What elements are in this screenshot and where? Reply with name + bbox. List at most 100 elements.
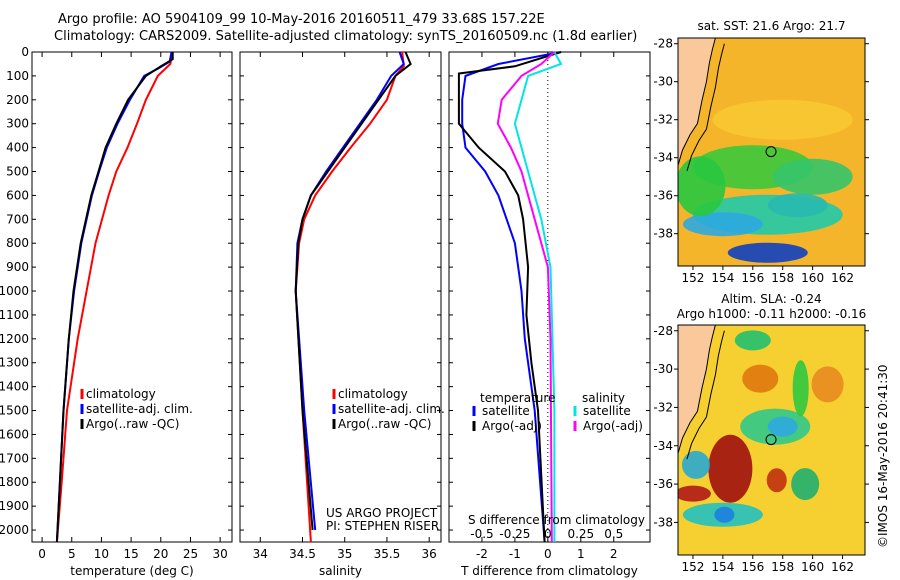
- y-tick-label: 100: [6, 69, 29, 83]
- x-tick-label: 1: [577, 547, 585, 561]
- y-tick-label: 1900: [0, 499, 29, 513]
- lon-tick-label: 160: [801, 271, 824, 285]
- map-blob: [712, 99, 853, 140]
- y-tick-label: 600: [6, 188, 29, 202]
- series-line-salinity-satellite: [513, 51, 563, 542]
- s-tick-label: 0.25: [567, 527, 594, 541]
- y-tick-label: 0: [21, 45, 29, 59]
- y-tick-label: 1700: [0, 451, 29, 465]
- lat-tick-label: -30: [653, 362, 673, 376]
- x-axis-label: salinity: [319, 564, 362, 578]
- map-blob: [811, 366, 844, 403]
- x-tick-label: -2: [476, 547, 488, 561]
- lat-tick-label: -32: [653, 113, 673, 127]
- x-tick-label: 0: [38, 547, 46, 561]
- legend-label: Argo(..raw -QC): [86, 417, 179, 431]
- panel-frame-0: [31, 51, 233, 543]
- map-blob: [772, 158, 853, 195]
- y-tick-label: 1200: [0, 332, 29, 346]
- lat-tick-label: -28: [653, 324, 673, 338]
- x-tick-label: 15: [123, 547, 138, 561]
- series-line-satellite-adj-clim-: [55, 51, 173, 543]
- credit: ©IMOS 16-May-2016 20:41:30: [876, 364, 890, 548]
- lat-tick-label: -32: [653, 400, 673, 414]
- project-annotation: PI: STEPHEN RISER: [326, 519, 439, 533]
- lat-tick-label: -34: [653, 151, 673, 165]
- map-title: sat. SST: 21.6 Argo: 21.7: [697, 19, 845, 33]
- x-tick-label: 34: [253, 547, 268, 561]
- legend-label: satellite-adj. clim.: [338, 402, 445, 416]
- y-tick-label: 2000: [0, 523, 29, 537]
- title-line1: Argo profile: AO 5904109_99 10-May-2016 …: [58, 12, 545, 27]
- y-tick-label: 1800: [0, 475, 29, 489]
- legend-label: Argo(..raw -QC): [338, 417, 431, 431]
- lon-tick-label: 154: [711, 560, 734, 574]
- x-tick-label: 10: [94, 547, 109, 561]
- x-tick-label: 30: [212, 547, 227, 561]
- lat-tick-label: -36: [653, 477, 673, 491]
- map-3: 152 154 156 158 160 162 -28 -30 -32 -34 -36 -38 sat.…: [653, 19, 869, 285]
- panel-frame-2: [448, 51, 651, 543]
- map-blob: [767, 193, 828, 218]
- series-line-climatology: [55, 51, 174, 543]
- x-tick-label: 2: [610, 547, 618, 561]
- isobath-line: [686, 330, 725, 460]
- legend-label: Argo(-adj): [583, 419, 643, 433]
- x-tick-label: 36: [422, 547, 437, 561]
- lat-tick-label: -30: [653, 75, 673, 89]
- x-axis-label: T difference from climatology: [460, 564, 638, 578]
- x-tick-label: 35: [337, 547, 352, 561]
- map-blob: [766, 468, 787, 493]
- isobath-line: [686, 43, 725, 172]
- map-blob: [734, 330, 771, 351]
- map-frame: [677, 37, 866, 267]
- lon-tick-label: 162: [831, 560, 854, 574]
- map-blob: [681, 450, 710, 479]
- land: [678, 38, 716, 166]
- y-tick-label: 400: [6, 141, 29, 155]
- map-subtitle: Argo h1000: -0.11 h2000: -0.16: [677, 307, 867, 321]
- series-line-salinity-argo-adj-: [496, 51, 556, 543]
- y-tick-label: 700: [6, 212, 29, 226]
- map-blob: [742, 364, 779, 393]
- y-tick-label: 800: [6, 236, 29, 250]
- map-blob: [682, 212, 763, 237]
- lon-tick-label: 158: [771, 560, 794, 574]
- y-tick-label: 200: [6, 93, 29, 107]
- s-tick-label: 0: [544, 527, 552, 541]
- legend-label: climatology: [86, 387, 156, 401]
- y-tick-label: 1100: [0, 308, 29, 322]
- lon-tick-label: 156: [741, 560, 764, 574]
- panel-frame-1: [239, 51, 442, 543]
- legend-header-temperature: temperature: [480, 391, 555, 405]
- legend-label: satellite: [482, 404, 530, 418]
- map-field: [678, 38, 865, 266]
- x-tick-label: 0: [544, 547, 552, 561]
- lon-tick-label: 152: [682, 560, 705, 574]
- x-tick-label: 20: [153, 547, 168, 561]
- y-tick-label: 300: [6, 117, 29, 131]
- legend-label: satellite-adj. clim.: [86, 402, 193, 416]
- y-tick-label: 500: [6, 165, 29, 179]
- lon-tick-label: 156: [741, 271, 764, 285]
- lon-tick-label: 152: [682, 271, 705, 285]
- s-tick-label: 0.5: [604, 527, 623, 541]
- map-blob: [792, 360, 809, 417]
- x-tick-label: 5: [68, 547, 76, 561]
- s-tick-label: -0.25: [499, 527, 530, 541]
- y-tick-label: 1300: [0, 356, 29, 370]
- s-axis-label: S difference from climatology: [468, 513, 645, 527]
- map-title: Altim. SLA: -0.24: [721, 292, 821, 306]
- series-line-satellite-adj-clim-: [294, 51, 405, 531]
- series-line-argo-raw-qc-: [294, 51, 412, 531]
- series-line-temperature-argo-adj-: [457, 51, 562, 543]
- map-blob: [714, 506, 735, 523]
- x-tick-label: 34.5: [289, 547, 316, 561]
- lat-tick-label: -38: [653, 227, 673, 241]
- y-tick-label: 900: [6, 260, 29, 274]
- title-line2: Climatology: CARS2009. Satellite-adjuste…: [54, 29, 638, 44]
- y-tick-label: 1500: [0, 404, 29, 418]
- y-tick-label: 1400: [0, 380, 29, 394]
